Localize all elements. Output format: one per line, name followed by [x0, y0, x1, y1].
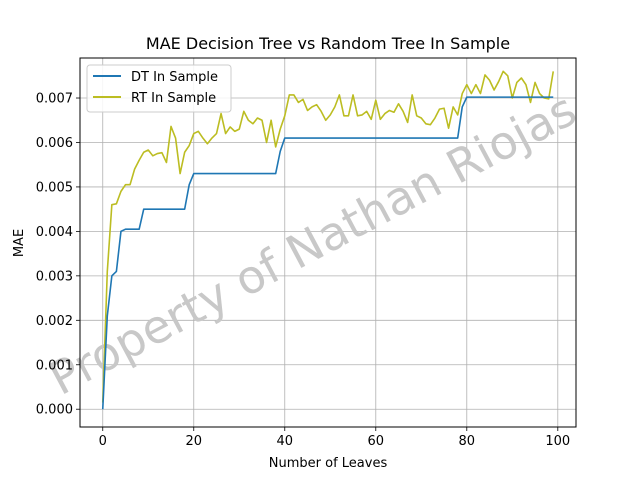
legend-label-dt: DT In Sample: [131, 70, 218, 85]
x-tick-label: 80: [459, 434, 476, 449]
rt-in-sample-line: [101, 70, 555, 403]
legend-box: [86, 64, 232, 113]
x-tick-label: 20: [185, 434, 202, 449]
legend: DT In Sample RT In Sample: [86, 64, 232, 113]
x-tick-label: 100: [545, 434, 570, 449]
x-tick-label: 40: [276, 434, 293, 449]
x-tick-label: 60: [368, 434, 385, 449]
series-layer: [101, 70, 555, 410]
dt-in-sample-line: [101, 96, 554, 410]
y-tick-label: 0.006: [36, 136, 73, 151]
plot-frame: [79, 57, 577, 428]
y-tick-label: 0.005: [36, 180, 73, 195]
y-tick-label: 0.003: [36, 269, 73, 284]
y-tick-label: 0.002: [36, 314, 73, 329]
y-axis-ticks: 0.000 0.001 0.002 0.003 0.004 0.005 0.006 0.007: [36, 92, 80, 418]
grid: [80, 58, 576, 427]
y-tick-label: 0.000: [36, 403, 73, 418]
chart-title: MAE Decision Tree vs Random Tree In Samp…: [146, 34, 510, 53]
y-axis-label: MAE: [12, 229, 27, 257]
y-tick-label: 0.004: [36, 225, 73, 240]
x-axis-ticks: 0 20 40 60 80 100: [99, 427, 570, 449]
legend-label-rt: RT In Sample: [131, 91, 216, 106]
y-tick-label: 0.007: [36, 92, 73, 107]
x-axis-label: Number of Leaves: [269, 456, 388, 471]
y-tick-label: 0.001: [36, 358, 73, 373]
x-tick-label: 0: [99, 434, 107, 449]
